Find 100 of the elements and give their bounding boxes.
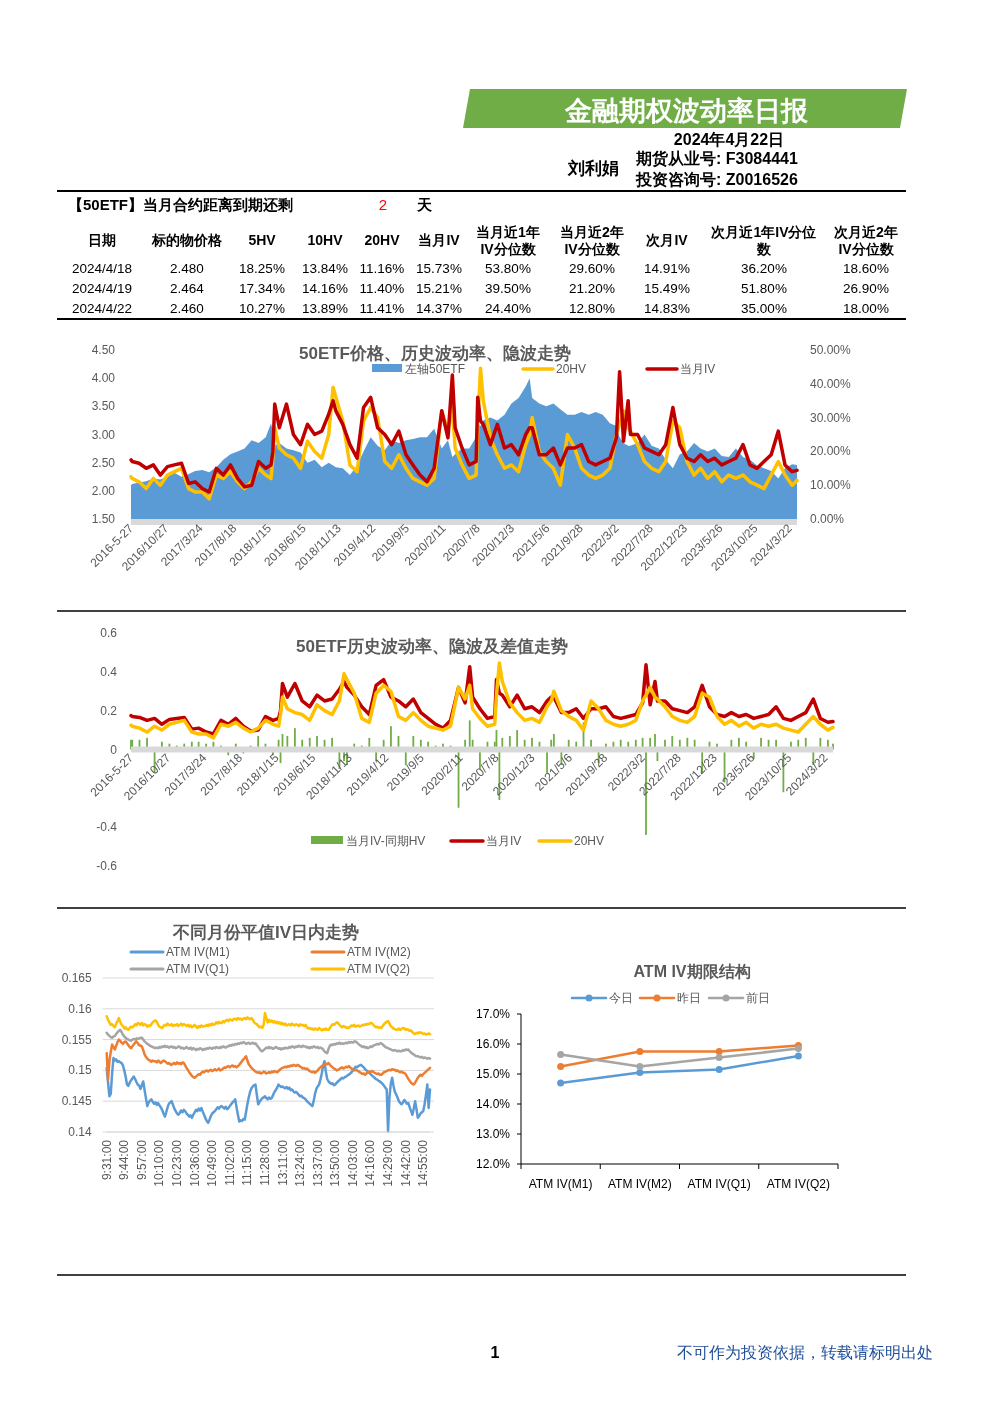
category-label: 次月IV [646, 232, 689, 249]
text: 21.20% [569, 281, 615, 296]
y-tick-label: 1.50 [91, 512, 116, 526]
x-tick-label: 14:42:00 [398, 1139, 413, 1187]
legend-label: 昨日 [677, 991, 701, 1005]
text: 15.73% [416, 261, 462, 276]
x-tick-label: 9:57:00 [134, 1139, 149, 1181]
text: 24.40% [485, 301, 531, 316]
category-label: 当月近2年IV分位数 [560, 223, 624, 257]
y-tick-label: 0 [110, 742, 118, 757]
text: 15.21% [416, 281, 462, 296]
x-tick-label: ATM IV(Q2) [766, 1177, 830, 1191]
y-tick-label: -0.6 [96, 859, 118, 873]
text: 投资咨询号: Z0016526 [635, 171, 798, 188]
text: 36.20% [741, 261, 787, 276]
text: 2.464 [170, 281, 204, 296]
y-tick-label: 0.6 [100, 626, 118, 640]
text: 天 [415, 196, 433, 213]
chart-title: 不同月份平值IV日内走势 [171, 923, 360, 942]
text: 11.40% [359, 281, 405, 296]
text: 51.80% [741, 281, 787, 296]
text: 29.60% [569, 261, 615, 276]
y-tick-label: 0.155 [61, 1032, 93, 1047]
x-tick-label: 10:10:00 [152, 1139, 167, 1187]
y-tick-label: 15.0% [475, 1067, 511, 1081]
chart-title: ATM IV期限结构 [633, 963, 751, 980]
x-tick-label: 11:02:00 [222, 1139, 237, 1186]
text: 2.480 [170, 261, 204, 276]
y-tick-label: 3.50 [91, 399, 116, 414]
text: 14.91% [644, 261, 690, 276]
y-tick-label: 2.50 [91, 455, 116, 470]
y-tick-label: 0.4 [100, 664, 118, 679]
text: 14.37% [416, 301, 462, 316]
y-tick-label: 0.165 [61, 971, 93, 985]
text: 15.49% [644, 281, 690, 296]
x-tick-label: 10:36:00 [187, 1139, 202, 1187]
category-label: 5HV [248, 232, 277, 249]
y-tick-label: 0.16 [68, 1001, 93, 1016]
x-tick-label: 13:11:00 [275, 1139, 290, 1186]
legend-label: 当月IV [680, 362, 716, 376]
x-tick-label: 14:55:00 [416, 1139, 431, 1187]
y-tick-label: 2.00 [91, 483, 116, 498]
y2-tick-label: 10.00% [810, 478, 852, 493]
text: 26.90% [843, 281, 889, 296]
text: 2024/4/19 [71, 281, 133, 296]
legend-label: 20HV [556, 362, 587, 376]
x-tick-label: 10:49:00 [205, 1139, 220, 1187]
y-tick-label: 0.2 [100, 703, 118, 718]
y2-tick-label: 40.00% [810, 376, 852, 391]
y-tick-label: 13.0% [475, 1127, 511, 1141]
x-tick-label: 10:23:00 [170, 1139, 185, 1187]
x-tick-label: 13:24:00 [293, 1139, 308, 1187]
y2-tick-label: 30.00% [810, 410, 852, 425]
category-label: 日期 [88, 232, 116, 249]
y-tick-label: 16.0% [475, 1037, 511, 1051]
y-tick-label: 0.15 [68, 1063, 93, 1078]
text: 不可作为投资依据，转载请标明出处 [677, 1344, 933, 1361]
legend-label: 20HV [574, 834, 605, 848]
y2-tick-label: 0.00% [810, 512, 845, 526]
text: 期货从业号: F3084441 [635, 150, 798, 168]
legend-label: ATM IV(M1) [166, 945, 230, 959]
y-tick-label: 4.50 [91, 343, 116, 357]
legend-label: ATM IV(Q2) [347, 962, 411, 976]
text: 53.80% [485, 261, 531, 276]
text: 39.50% [485, 281, 531, 296]
y-tick-label: 12.0% [475, 1157, 511, 1171]
text: 2024/4/22 [71, 301, 133, 316]
text: 2.460 [170, 301, 204, 316]
y2-tick-label: 50.00% [810, 343, 852, 357]
text: 18.60% [843, 261, 889, 276]
text: 14.83% [644, 301, 690, 316]
x-tick-label: 11:15:00 [240, 1139, 255, 1186]
category-label: 当月IV [418, 232, 461, 249]
text: 14.16% [302, 281, 348, 296]
legend-label: 前日 [746, 991, 770, 1005]
text: 17.34% [239, 281, 285, 296]
y-tick-label: 3.00 [91, 427, 116, 442]
y-tick-label: 17.0% [475, 1007, 511, 1021]
legend-label: 当月IV [486, 834, 522, 848]
text: 18.25% [239, 261, 285, 276]
x-tick-label: 9:44:00 [117, 1139, 132, 1181]
x-tick-label: ATM IV(Q1) [687, 1177, 751, 1191]
chart-title: 50ETF价格、历史波动率、隐波走势 [298, 344, 572, 363]
legend-label: 今日 [609, 991, 633, 1005]
text: 2024/4/18 [71, 261, 133, 276]
text: 11.41% [359, 301, 405, 316]
y-tick-label: -0.4 [96, 820, 118, 835]
x-tick-label: ATM IV(M1) [528, 1177, 593, 1191]
text: 18.00% [843, 301, 889, 316]
text: 35.00% [741, 301, 787, 316]
y-tick-label: 0.14 [68, 1125, 93, 1139]
x-tick-label: 13:37:00 [310, 1139, 325, 1187]
text: 13.89% [302, 301, 348, 316]
text: 11.16% [359, 261, 405, 276]
y-tick-label: 0.145 [61, 1094, 93, 1109]
x-tick-label: 14:29:00 [381, 1139, 396, 1187]
x-tick-label: 14:03:00 [345, 1139, 360, 1187]
legend-label: 当月IV-同期HV [346, 834, 426, 848]
text: 12.80% [569, 301, 615, 316]
text: 金融期权波动率日报 [563, 96, 809, 126]
